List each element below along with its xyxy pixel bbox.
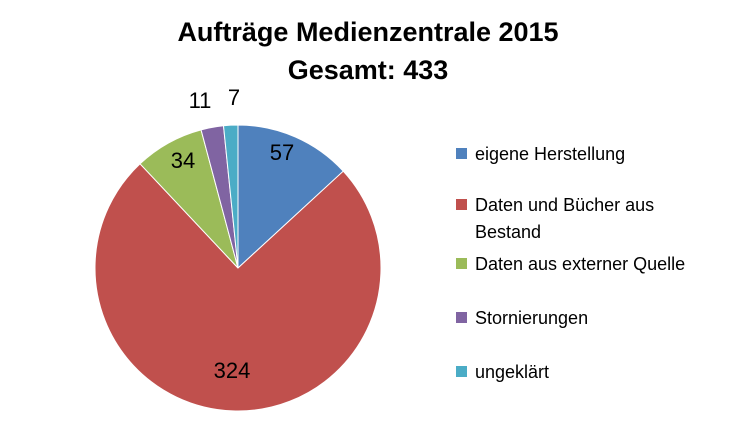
- legend-label-eigene-herstellung: eigene Herstellung: [475, 144, 625, 164]
- chart-subtitle: Gesamt: 433: [288, 55, 449, 85]
- chart-title: Aufträge Medienzentrale 2015: [177, 17, 558, 47]
- legend-swatch-ungekl-rt: [456, 366, 467, 377]
- data-labels: 57 324 34 11 7: [171, 85, 294, 383]
- pie-slice-eigene-herstellung: [237, 124, 344, 270]
- data-label-ungekl-rt: 7: [228, 85, 240, 110]
- pie-slices: [94, 124, 382, 412]
- legend-swatch-stornierungen: [456, 312, 467, 323]
- legend-label-daten-aus-externer-quelle: Daten aus externer Quelle: [475, 254, 685, 274]
- legend-swatch-daten-aus-externer-quelle: [456, 258, 467, 269]
- pie-slice-daten-und-b-cher-aus-bestand: [94, 163, 382, 412]
- legend: eigene Herstellung Daten und Bücher aus Be…: [456, 144, 685, 382]
- legend-label-daten-und-b-cher-aus-bestand: Daten und Bücher aus Bestand: [475, 195, 654, 242]
- legend-swatch-daten-und-b-cher-aus-bestand: [456, 199, 467, 210]
- data-label-daten-und-b-cher-aus-bestand: 324: [214, 358, 251, 383]
- data-label-eigene-herstellung: 57: [270, 140, 294, 165]
- legend-label-ungekl-rt: ungeklärt: [475, 362, 549, 382]
- data-label-daten-aus-externer-quelle: 34: [171, 148, 195, 173]
- legend-label-stornierungen: Stornierungen: [475, 308, 588, 328]
- data-label-stornierungen: 11: [189, 88, 212, 113]
- pie-slice-ungekl-rt: [222, 124, 239, 269]
- legend-swatch-eigene-herstellung: [456, 148, 467, 159]
